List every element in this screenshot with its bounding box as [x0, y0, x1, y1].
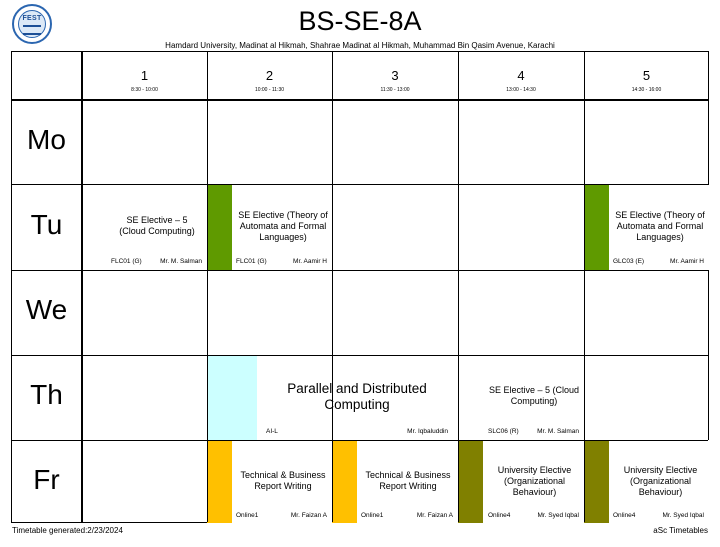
- subject-color-bar: [207, 185, 232, 270]
- grid-line: [584, 52, 585, 522]
- lesson-room: FLC01 (G): [236, 258, 267, 265]
- lesson-teacher: Mr. Faizan A: [290, 512, 327, 519]
- lesson-teacher: Mr. Syed Iqbal: [662, 512, 704, 519]
- period-time: 10:00 - 11:30: [254, 87, 285, 93]
- period-header-1: 1 8:30 - 10:00: [82, 52, 207, 100]
- period-time: 13:00 - 14:30: [506, 87, 536, 93]
- day-label-th: Th: [30, 379, 63, 410]
- lesson-title: SE Elective (Theory of Automata and Form…: [238, 210, 328, 242]
- grid-line: [12, 355, 708, 356]
- day-label-tu: Tu: [30, 209, 63, 240]
- lesson-room: GLC03 (E): [613, 258, 645, 265]
- lesson-room: Online4: [613, 512, 636, 519]
- lesson-fr-3[interactable]: Technical & Business Report Writing Onli…: [332, 440, 458, 523]
- grid-line: [12, 184, 708, 185]
- lesson-fr-4[interactable]: University Elective (Organizational Beha…: [458, 440, 584, 523]
- period-number: 3: [391, 68, 399, 83]
- lesson-title: Technical & Business Report Writing: [365, 470, 451, 491]
- university-logo: FEST: [12, 4, 52, 44]
- grid-line: [12, 440, 708, 441]
- subject-color-bar: [332, 440, 357, 523]
- subject-color-bar: [584, 185, 609, 270]
- lesson-teacher: Mr. Aamir H: [293, 258, 327, 265]
- grid-line: [207, 52, 208, 522]
- lesson-fr-5[interactable]: University Elective (Organizational Beha…: [584, 440, 709, 523]
- lesson-teacher: Mr. Iqbaluddin: [407, 428, 448, 435]
- lesson-tu-1[interactable]: SE Elective – 5 (Cloud Computing) FLC01 …: [82, 185, 207, 270]
- lesson-title: University Elective (Organizational Beha…: [623, 465, 698, 497]
- lesson-tu-2[interactable]: SE Elective (Theory of Automata and Form…: [207, 185, 332, 270]
- grid-line: [81, 52, 83, 522]
- lesson-room: AI-L: [266, 428, 278, 435]
- lesson-teacher: Mr. Faizan A: [416, 512, 453, 519]
- day-label-we: We: [25, 294, 68, 325]
- period-number: 5: [642, 68, 651, 83]
- generated-date: Timetable generated:2/23/2024: [12, 526, 123, 535]
- lesson-teacher: Mr. Aamir H: [670, 258, 704, 265]
- lesson-fr-2[interactable]: Technical & Business Report Writing Onli…: [207, 440, 332, 523]
- grid-line: [12, 99, 708, 101]
- book-icon: [23, 25, 41, 35]
- lesson-title: SE Elective – 5 (Cloud Computing): [119, 215, 195, 236]
- page-title: BS-SE-8A: [298, 6, 422, 36]
- lesson-title: SE Elective (Theory of Automata and Form…: [615, 210, 705, 242]
- period-time: 8:30 - 10:00: [131, 87, 158, 93]
- period-number: 1: [140, 68, 149, 83]
- grid-line: [332, 52, 333, 522]
- period-number: 4: [517, 68, 525, 83]
- subject-color-bar: [584, 440, 609, 523]
- lesson-room: Online1: [361, 512, 384, 519]
- lesson-room: Online4: [488, 512, 511, 519]
- logo-text: FEST: [22, 15, 42, 22]
- period-header-3: 3 11:30 - 13:00: [332, 52, 458, 100]
- period-header-2: 2 10:00 - 11:30: [207, 52, 332, 100]
- lesson-title: University Elective (Organizational Beha…: [497, 465, 572, 497]
- timetable-grid: 1 8:30 - 10:00 2 10:00 - 11:30 3 11:30 -…: [11, 51, 709, 523]
- lesson-th-4[interactable]: SE Elective – 5 (Cloud Computing) SLC06 …: [458, 355, 584, 440]
- lesson-tu-5[interactable]: SE Elective (Theory of Automata and Form…: [584, 185, 709, 270]
- day-label-mo: Mo: [27, 124, 66, 155]
- lesson-teacher: Mr. Syed Iqbal: [537, 512, 579, 519]
- period-number: 2: [265, 68, 274, 83]
- lesson-title: SE Elective – 5 (Cloud Computing): [488, 385, 580, 406]
- period-header-4: 4 13:00 - 14:30: [458, 52, 584, 100]
- period-time: 11:30 - 13:00: [380, 87, 410, 93]
- grid-line: [458, 52, 459, 522]
- lesson-room: SLC06 (R): [488, 428, 519, 435]
- period-header-5: 5 14:30 - 16:00: [584, 52, 709, 100]
- software-brand: aSc Timetables: [653, 526, 708, 535]
- subject-color-bar: [207, 440, 232, 523]
- lesson-room: Online1: [236, 512, 259, 519]
- lesson-teacher: Mr. M. Salman: [537, 428, 579, 435]
- period-time: 14:30 - 16:00: [631, 87, 662, 93]
- lesson-title: Technical & Business Report Writing: [240, 470, 326, 491]
- lesson-room: FLC01 (G): [111, 258, 142, 265]
- lesson-title: Parallel and Distributed Computing: [287, 381, 427, 412]
- day-label-fr: Fr: [33, 464, 60, 495]
- subject-color-bar: [207, 355, 257, 440]
- institution-address: Hamdard University, Madinat al Hikmah, S…: [165, 41, 555, 50]
- lesson-teacher: Mr. M. Salman: [160, 258, 202, 265]
- grid-line: [12, 270, 708, 271]
- subject-color-bar: [458, 440, 483, 523]
